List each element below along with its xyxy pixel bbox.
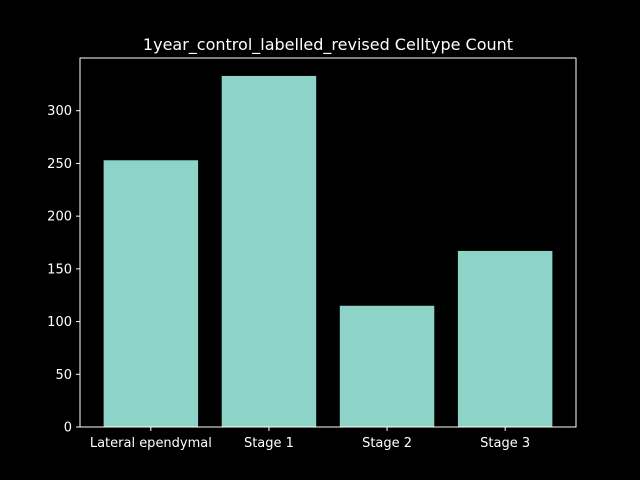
y-tick-label-1: 50 bbox=[55, 368, 72, 383]
bar-0 bbox=[103, 160, 199, 427]
x-tick-label-2: Stage 2 bbox=[362, 436, 412, 451]
x-tick-label-0: Lateral ependymal bbox=[90, 436, 212, 451]
bar-2 bbox=[339, 305, 435, 427]
bars-layer bbox=[103, 75, 553, 428]
x-tick-label-3: Stage 3 bbox=[480, 436, 530, 451]
y-tick-label-3: 150 bbox=[47, 262, 72, 277]
x-tick-label-1: Stage 1 bbox=[244, 436, 294, 451]
y-tick-label-4: 200 bbox=[47, 210, 72, 225]
y-tick-label-0: 0 bbox=[64, 421, 72, 436]
x-axis: Lateral ependymal Stage 1 Stage 2 Stage 3 bbox=[90, 427, 530, 451]
chart-title: 1year_control_labelled_revised Celltype … bbox=[143, 35, 513, 55]
bar-3 bbox=[457, 250, 553, 427]
y-tick-label-6: 300 bbox=[47, 104, 72, 119]
y-tick-label-2: 100 bbox=[47, 315, 72, 330]
y-tick-label-5: 250 bbox=[47, 157, 72, 172]
y-axis: 0 50 100 150 200 250 300 bbox=[47, 104, 80, 436]
bar-1 bbox=[221, 75, 317, 428]
plot-frame bbox=[79, 57, 577, 428]
